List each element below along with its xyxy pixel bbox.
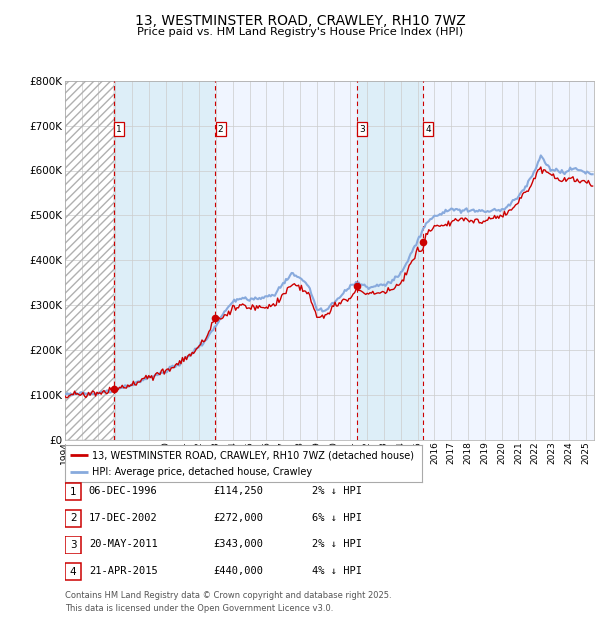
Text: £343,000: £343,000 [213,539,263,549]
Bar [215,81,357,440]
Text: 13, WESTMINSTER ROAD, CRAWLEY, RH10 7WZ (detached house): 13, WESTMINSTER ROAD, CRAWLEY, RH10 7WZ … [92,450,413,460]
FancyBboxPatch shape [65,563,81,580]
Text: 17-DEC-2002: 17-DEC-2002 [89,513,158,523]
Text: £272,000: £272,000 [213,513,263,523]
Bar [65,81,114,440]
Text: 13, WESTMINSTER ROAD, CRAWLEY, RH10 7WZ: 13, WESTMINSTER ROAD, CRAWLEY, RH10 7WZ [134,14,466,28]
Bar [422,81,594,440]
Text: £440,000: £440,000 [213,566,263,576]
Text: 06-DEC-1996: 06-DEC-1996 [89,486,158,496]
Bar [357,81,422,440]
Text: 2% ↓ HPI: 2% ↓ HPI [312,486,362,496]
Text: 1: 1 [70,487,77,497]
Text: 6% ↓ HPI: 6% ↓ HPI [312,513,362,523]
Text: £114,250: £114,250 [213,486,263,496]
Text: 4% ↓ HPI: 4% ↓ HPI [312,566,362,576]
FancyBboxPatch shape [65,483,81,500]
Text: 2: 2 [218,125,223,134]
Text: Price paid vs. HM Land Registry's House Price Index (HPI): Price paid vs. HM Land Registry's House … [137,27,463,37]
Text: This data is licensed under the Open Government Licence v3.0.: This data is licensed under the Open Gov… [65,603,333,613]
Bar [65,81,114,440]
Text: 4: 4 [70,567,77,577]
Bar [114,81,215,440]
Text: 21-APR-2015: 21-APR-2015 [89,566,158,576]
Text: 20-MAY-2011: 20-MAY-2011 [89,539,158,549]
Text: 2% ↓ HPI: 2% ↓ HPI [312,539,362,549]
Text: 3: 3 [70,540,77,550]
FancyBboxPatch shape [65,510,81,527]
Text: 1: 1 [116,125,122,134]
Text: HPI: Average price, detached house, Crawley: HPI: Average price, detached house, Craw… [92,467,312,477]
Text: 2: 2 [70,513,77,523]
Text: 4: 4 [425,125,431,134]
Text: Contains HM Land Registry data © Crown copyright and database right 2025.: Contains HM Land Registry data © Crown c… [65,590,391,600]
FancyBboxPatch shape [65,536,81,554]
Text: 3: 3 [359,125,365,134]
